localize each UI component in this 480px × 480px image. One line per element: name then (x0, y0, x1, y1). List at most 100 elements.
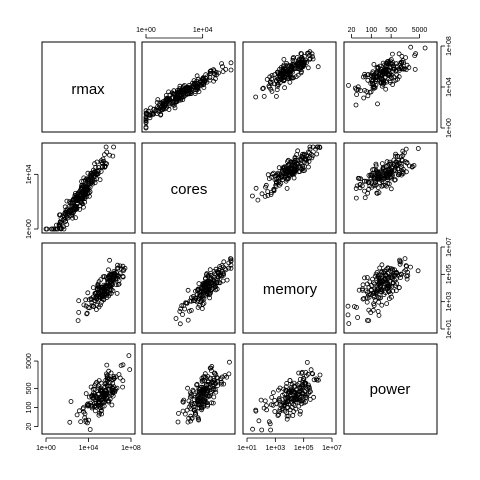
point (68, 200, 74, 206)
point (300, 382, 306, 388)
point (387, 159, 393, 165)
point (355, 175, 361, 181)
point (214, 72, 220, 78)
point (371, 62, 377, 67)
point (228, 256, 234, 262)
point (84, 311, 90, 317)
point (258, 397, 264, 403)
point (189, 415, 195, 421)
point (177, 83, 183, 89)
point (87, 189, 93, 195)
point (378, 79, 384, 85)
tick-label: 1e+07 (322, 445, 342, 452)
point (352, 85, 358, 91)
panel-rmax-vs-memory (242, 41, 337, 133)
point (184, 300, 189, 306)
point (188, 402, 194, 408)
point (383, 273, 389, 279)
point (389, 72, 394, 78)
point (299, 398, 304, 404)
point (143, 118, 149, 124)
point (375, 169, 381, 175)
point (398, 275, 403, 280)
point (284, 380, 290, 386)
point (83, 297, 89, 303)
point (381, 279, 386, 285)
point (228, 258, 234, 264)
point (114, 270, 119, 276)
point (83, 391, 89, 397)
point (402, 159, 408, 165)
point (212, 380, 218, 386)
point (226, 371, 232, 377)
point (177, 321, 183, 327)
point (396, 74, 402, 80)
point (109, 388, 115, 393)
point (396, 51, 402, 57)
point (379, 302, 385, 308)
point (375, 174, 381, 180)
tick-label: 100 (26, 402, 33, 414)
tick-label: 1e+04 (26, 164, 33, 184)
point (196, 385, 202, 391)
tick-label: 1e+00 (446, 118, 453, 138)
point (196, 389, 202, 395)
point (59, 225, 64, 231)
point (371, 303, 377, 308)
point (194, 79, 200, 84)
point (219, 381, 224, 387)
panel-rmax-vs-rmax (41, 41, 136, 133)
point (275, 84, 280, 89)
point (120, 384, 125, 390)
point (44, 226, 50, 232)
point (309, 155, 315, 161)
panel-power-vs-cores (141, 343, 236, 435)
point (217, 280, 223, 286)
point (387, 291, 393, 297)
point (305, 164, 311, 170)
point (108, 290, 114, 296)
point (92, 386, 98, 392)
point (277, 76, 283, 82)
point (365, 93, 371, 99)
point (366, 284, 372, 290)
point (315, 377, 321, 383)
point (109, 402, 115, 408)
point (194, 382, 200, 388)
point (308, 367, 314, 373)
point (61, 226, 67, 232)
point (271, 187, 277, 193)
point (402, 256, 408, 262)
point (98, 302, 103, 308)
point (279, 402, 285, 408)
point (364, 275, 370, 280)
point (368, 81, 374, 86)
point (295, 148, 301, 154)
point (214, 280, 220, 285)
point (259, 427, 265, 433)
point (299, 390, 305, 396)
point (403, 55, 409, 60)
point (197, 398, 203, 404)
point (81, 409, 87, 415)
matrix-axes: 1e+00 1e+04 1e+08 1e+00 1e+04 1e+08 1e+00 1e+04… (26, 27, 453, 452)
point (100, 274, 106, 280)
point (107, 257, 112, 263)
point (315, 144, 321, 150)
point (346, 83, 351, 88)
point (281, 62, 287, 68)
point (82, 196, 88, 202)
point (277, 409, 283, 414)
point (104, 291, 110, 297)
point (102, 384, 108, 390)
point (293, 66, 299, 71)
point (177, 308, 183, 314)
point (390, 164, 396, 170)
point (188, 307, 194, 313)
point (272, 398, 278, 403)
point (412, 53, 418, 58)
point (297, 67, 303, 73)
point (284, 185, 290, 191)
point (403, 263, 409, 269)
